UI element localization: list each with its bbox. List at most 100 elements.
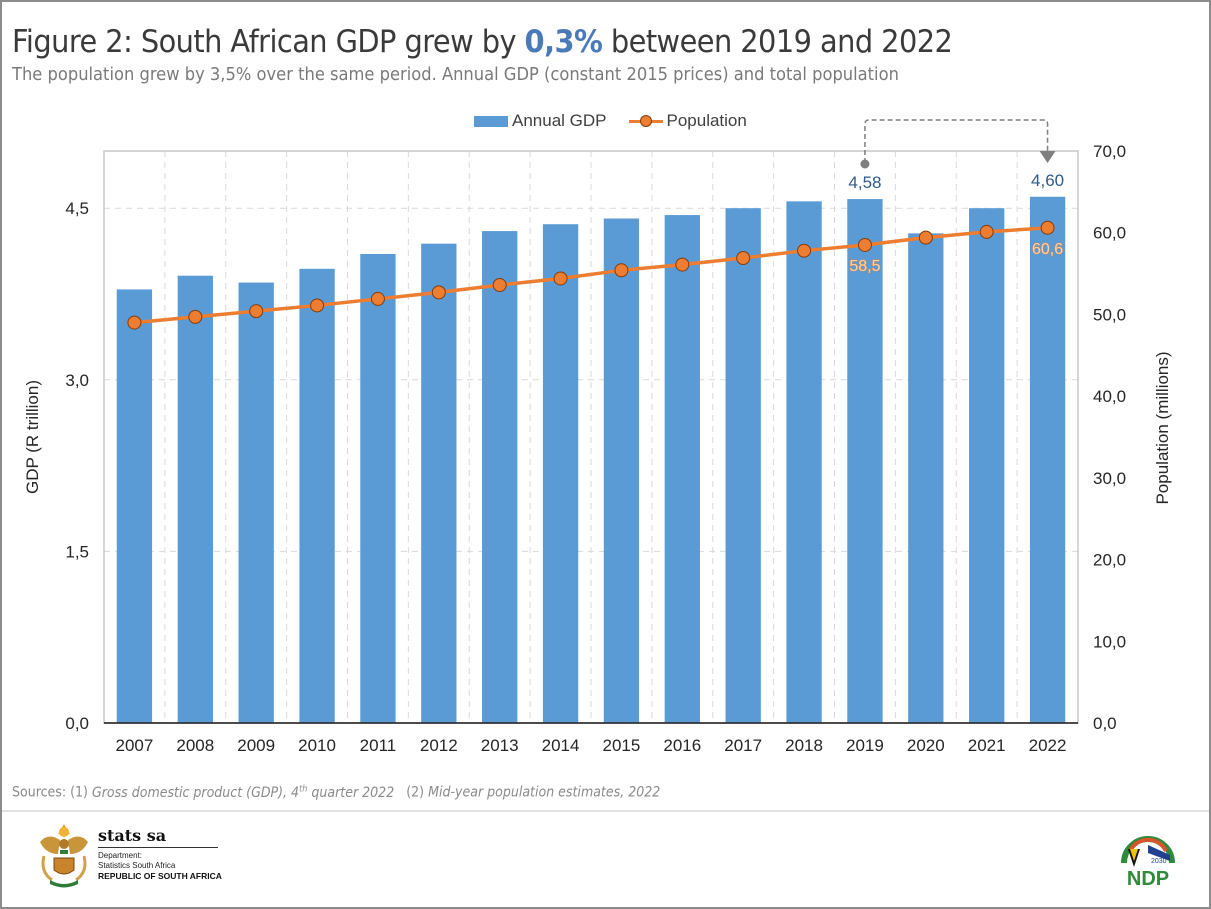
- x-tick-label: 2021: [968, 736, 1006, 755]
- x-tick-label: 2010: [298, 736, 336, 755]
- population-marker-2014: [553, 271, 568, 286]
- ndp-2030-logo: 2030 NDP: [1118, 833, 1178, 890]
- source-2: Mid-year population estimates, 2022: [428, 784, 661, 801]
- ndp-year: 2030: [1151, 858, 1167, 865]
- x-tick-label: 2017: [724, 736, 762, 755]
- gdp-bar-2019: [847, 199, 883, 724]
- population-marker-2015: [614, 263, 629, 278]
- annotation-arrowhead-icon: [1039, 151, 1056, 163]
- x-tick-label: 2011: [360, 736, 397, 755]
- gdp-bar-2022: [1029, 196, 1066, 723]
- source-1-tail: quarter 2022: [307, 784, 395, 801]
- chart-title: Figure 2: South African GDP grew by 0,3%…: [12, 24, 953, 60]
- legend-bar-swatch-icon: [474, 115, 508, 127]
- stats-sa-name: stats sa: [98, 826, 218, 848]
- right-tick-label: 30,0: [1093, 469, 1126, 488]
- population-marker-2008: [188, 309, 203, 324]
- right-tick-label: 20,0: [1093, 551, 1126, 570]
- x-tick-label: 2020: [907, 736, 945, 755]
- x-tick-label: 2019: [846, 736, 884, 755]
- source-1-sup: th: [299, 784, 308, 794]
- coat-of-arms-icon: [40, 824, 88, 888]
- left-tick-label: 4,5: [65, 199, 89, 218]
- gdp-bar-2016: [664, 215, 700, 723]
- gdp-bar-2021: [969, 208, 1005, 723]
- department-line-2: Statistics South Africa: [98, 861, 176, 870]
- gdp-bars: [116, 196, 1066, 724]
- gdp-bar-2020: [908, 233, 944, 724]
- gdp-bar-2017: [725, 208, 761, 723]
- gridlines: [104, 151, 1078, 723]
- right-axis-title: Population (millions): [1153, 351, 1172, 504]
- gdp-bar-2008: [177, 275, 213, 723]
- population-marker-2007: [127, 315, 142, 330]
- population-marker-2018: [797, 243, 812, 258]
- x-axis-ticks: 2007 2008 2009 2010 2011 2012 2013 2014 2015 2016…: [116, 736, 1067, 755]
- legend: Annual GDP Population: [474, 110, 769, 132]
- x-tick-label: 2012: [420, 736, 458, 755]
- gdp-bar-2009: [238, 282, 274, 723]
- x-tick-label: 2014: [542, 736, 580, 755]
- data-labels: 4,58 4,60 58,5 60,6: [848, 171, 1064, 276]
- source-1: Gross domestic product (GDP), 4th quarte…: [92, 784, 395, 801]
- x-tick-label: 2008: [176, 736, 214, 755]
- right-tick-label: 40,0: [1093, 387, 1126, 406]
- comparison-arrow-annotation: [860, 119, 1056, 169]
- department-line-1: Department:: [98, 851, 143, 860]
- stats-sa-logo: stats sa Department: Statistics South Af…: [34, 820, 234, 892]
- sources-note: Sources: (1) Gross domestic product (GDP…: [12, 784, 660, 801]
- source-2-prefix: (2): [394, 784, 429, 801]
- left-axis-ticks: 0,0 1,5 3,0 4,5: [65, 199, 89, 733]
- right-tick-label: 0,0: [1093, 714, 1117, 733]
- gdp-bar-2007: [116, 289, 153, 723]
- left-tick-label: 0,0: [65, 714, 89, 733]
- right-tick-label: 10,0: [1093, 632, 1126, 651]
- population-marker-2019: [857, 237, 872, 252]
- gdp-data-label-2019: 4,58: [848, 173, 881, 192]
- x-tick-label: 2013: [481, 736, 519, 755]
- left-tick-label: 1,5: [65, 542, 89, 561]
- x-tick-label: 2007: [116, 736, 154, 755]
- population-data-label-2019: 58,5: [849, 258, 880, 275]
- title-prefix: Figure 2: South African GDP grew by: [12, 24, 525, 60]
- population-data-label-2022: 60,6: [1032, 241, 1063, 258]
- x-tick-label: 2022: [1029, 736, 1067, 755]
- x-tick-label: 2015: [603, 736, 641, 755]
- title-suffix: between 2019 and 2022: [602, 24, 953, 60]
- legend-label-gdp: Annual GDP: [512, 111, 607, 130]
- population-marker-2013: [492, 278, 507, 293]
- population-line: [127, 220, 1055, 330]
- ndp-logo-icon: 2030 NDP: [1121, 836, 1175, 890]
- population-line-path: [134, 226, 1048, 325]
- chart-subtitle: The population grew by 3,5% over the sam…: [12, 64, 899, 85]
- right-axis-ticks: 0,0 10,0 20,0 30,0 40,0 50,0 60,0 70,0: [1093, 142, 1126, 733]
- population-marker-2016: [675, 257, 690, 272]
- title-accent: 0,3%: [524, 24, 603, 60]
- footer-separator: [2, 810, 1209, 812]
- x-tick-label: 2018: [785, 736, 823, 755]
- gdp-bar-2010: [299, 268, 335, 723]
- right-tick-label: 60,0: [1093, 224, 1126, 243]
- country-name: REPUBLIC OF SOUTH AFRICA: [98, 871, 222, 881]
- legend-line-marker-icon: [628, 114, 663, 128]
- x-tick-label: 2009: [237, 736, 275, 755]
- gdp-data-label-2022: 4,60: [1031, 171, 1064, 190]
- legend-label-population: Population: [666, 111, 747, 130]
- stats-sa-text: stats sa Department: Statistics South Af…: [98, 826, 222, 881]
- legend-item-gdp: Annual GDP: [474, 111, 607, 131]
- x-tick-label: 2016: [663, 736, 701, 755]
- right-tick-label: 50,0: [1093, 305, 1126, 324]
- gdp-bar-2011: [360, 253, 396, 723]
- gdp-bar-2018: [786, 201, 822, 723]
- gdp-bar-2015: [603, 218, 640, 723]
- ndp-name: NDP: [1127, 868, 1169, 889]
- population-marker-2022: [1040, 220, 1055, 235]
- population-marker-2011: [370, 291, 385, 306]
- gdp-bar-2013: [482, 231, 518, 723]
- population-marker-2017: [736, 251, 751, 266]
- legend-item-population: Population: [628, 111, 747, 131]
- right-tick-label: 70,0: [1093, 142, 1126, 161]
- gdp-bar-2014: [542, 224, 579, 723]
- annotation-start-dot-icon: [860, 159, 870, 169]
